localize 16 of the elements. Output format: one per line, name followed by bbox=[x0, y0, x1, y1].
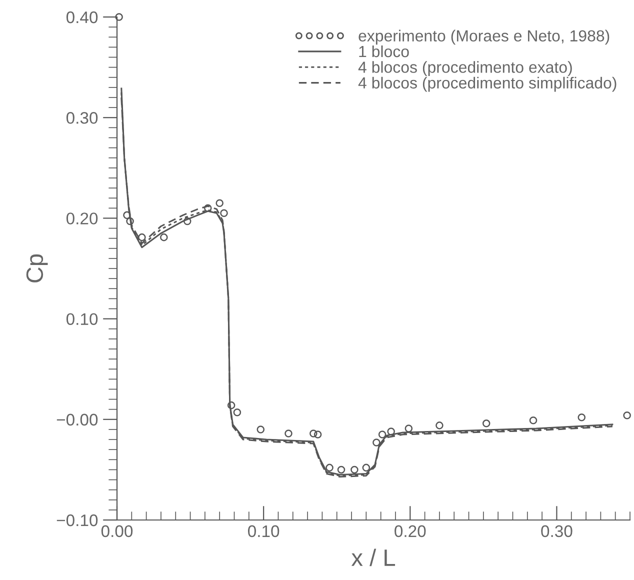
x-tick-label: 0.10 bbox=[248, 525, 280, 538]
legend-label: experimento (Moraes e Neto, 1988) bbox=[358, 30, 610, 45]
legend-label: 4 blocos (procedimento exato) bbox=[358, 61, 572, 76]
legend-label: 4 blocos (procedimento simplificado) bbox=[358, 76, 616, 92]
y-tick-label: 0.30 bbox=[66, 112, 98, 124]
x-tick-label: 0.00 bbox=[101, 525, 133, 538]
x-axis-title: x / L bbox=[351, 548, 396, 566]
x-tick-label: 0.20 bbox=[394, 525, 426, 538]
y-tick-label: 0.40 bbox=[66, 11, 98, 24]
x-tick-label: 0.30 bbox=[541, 525, 572, 538]
y-axis-title: Cp bbox=[26, 254, 48, 282]
legend-label: 1 bloco bbox=[359, 45, 409, 58]
y-tick-label: −0.10 bbox=[56, 514, 98, 526]
y-tick-label: 0.10 bbox=[66, 313, 98, 326]
y-tick-label: 0.20 bbox=[66, 212, 98, 224]
y-tick-label: −0.00 bbox=[56, 414, 98, 426]
